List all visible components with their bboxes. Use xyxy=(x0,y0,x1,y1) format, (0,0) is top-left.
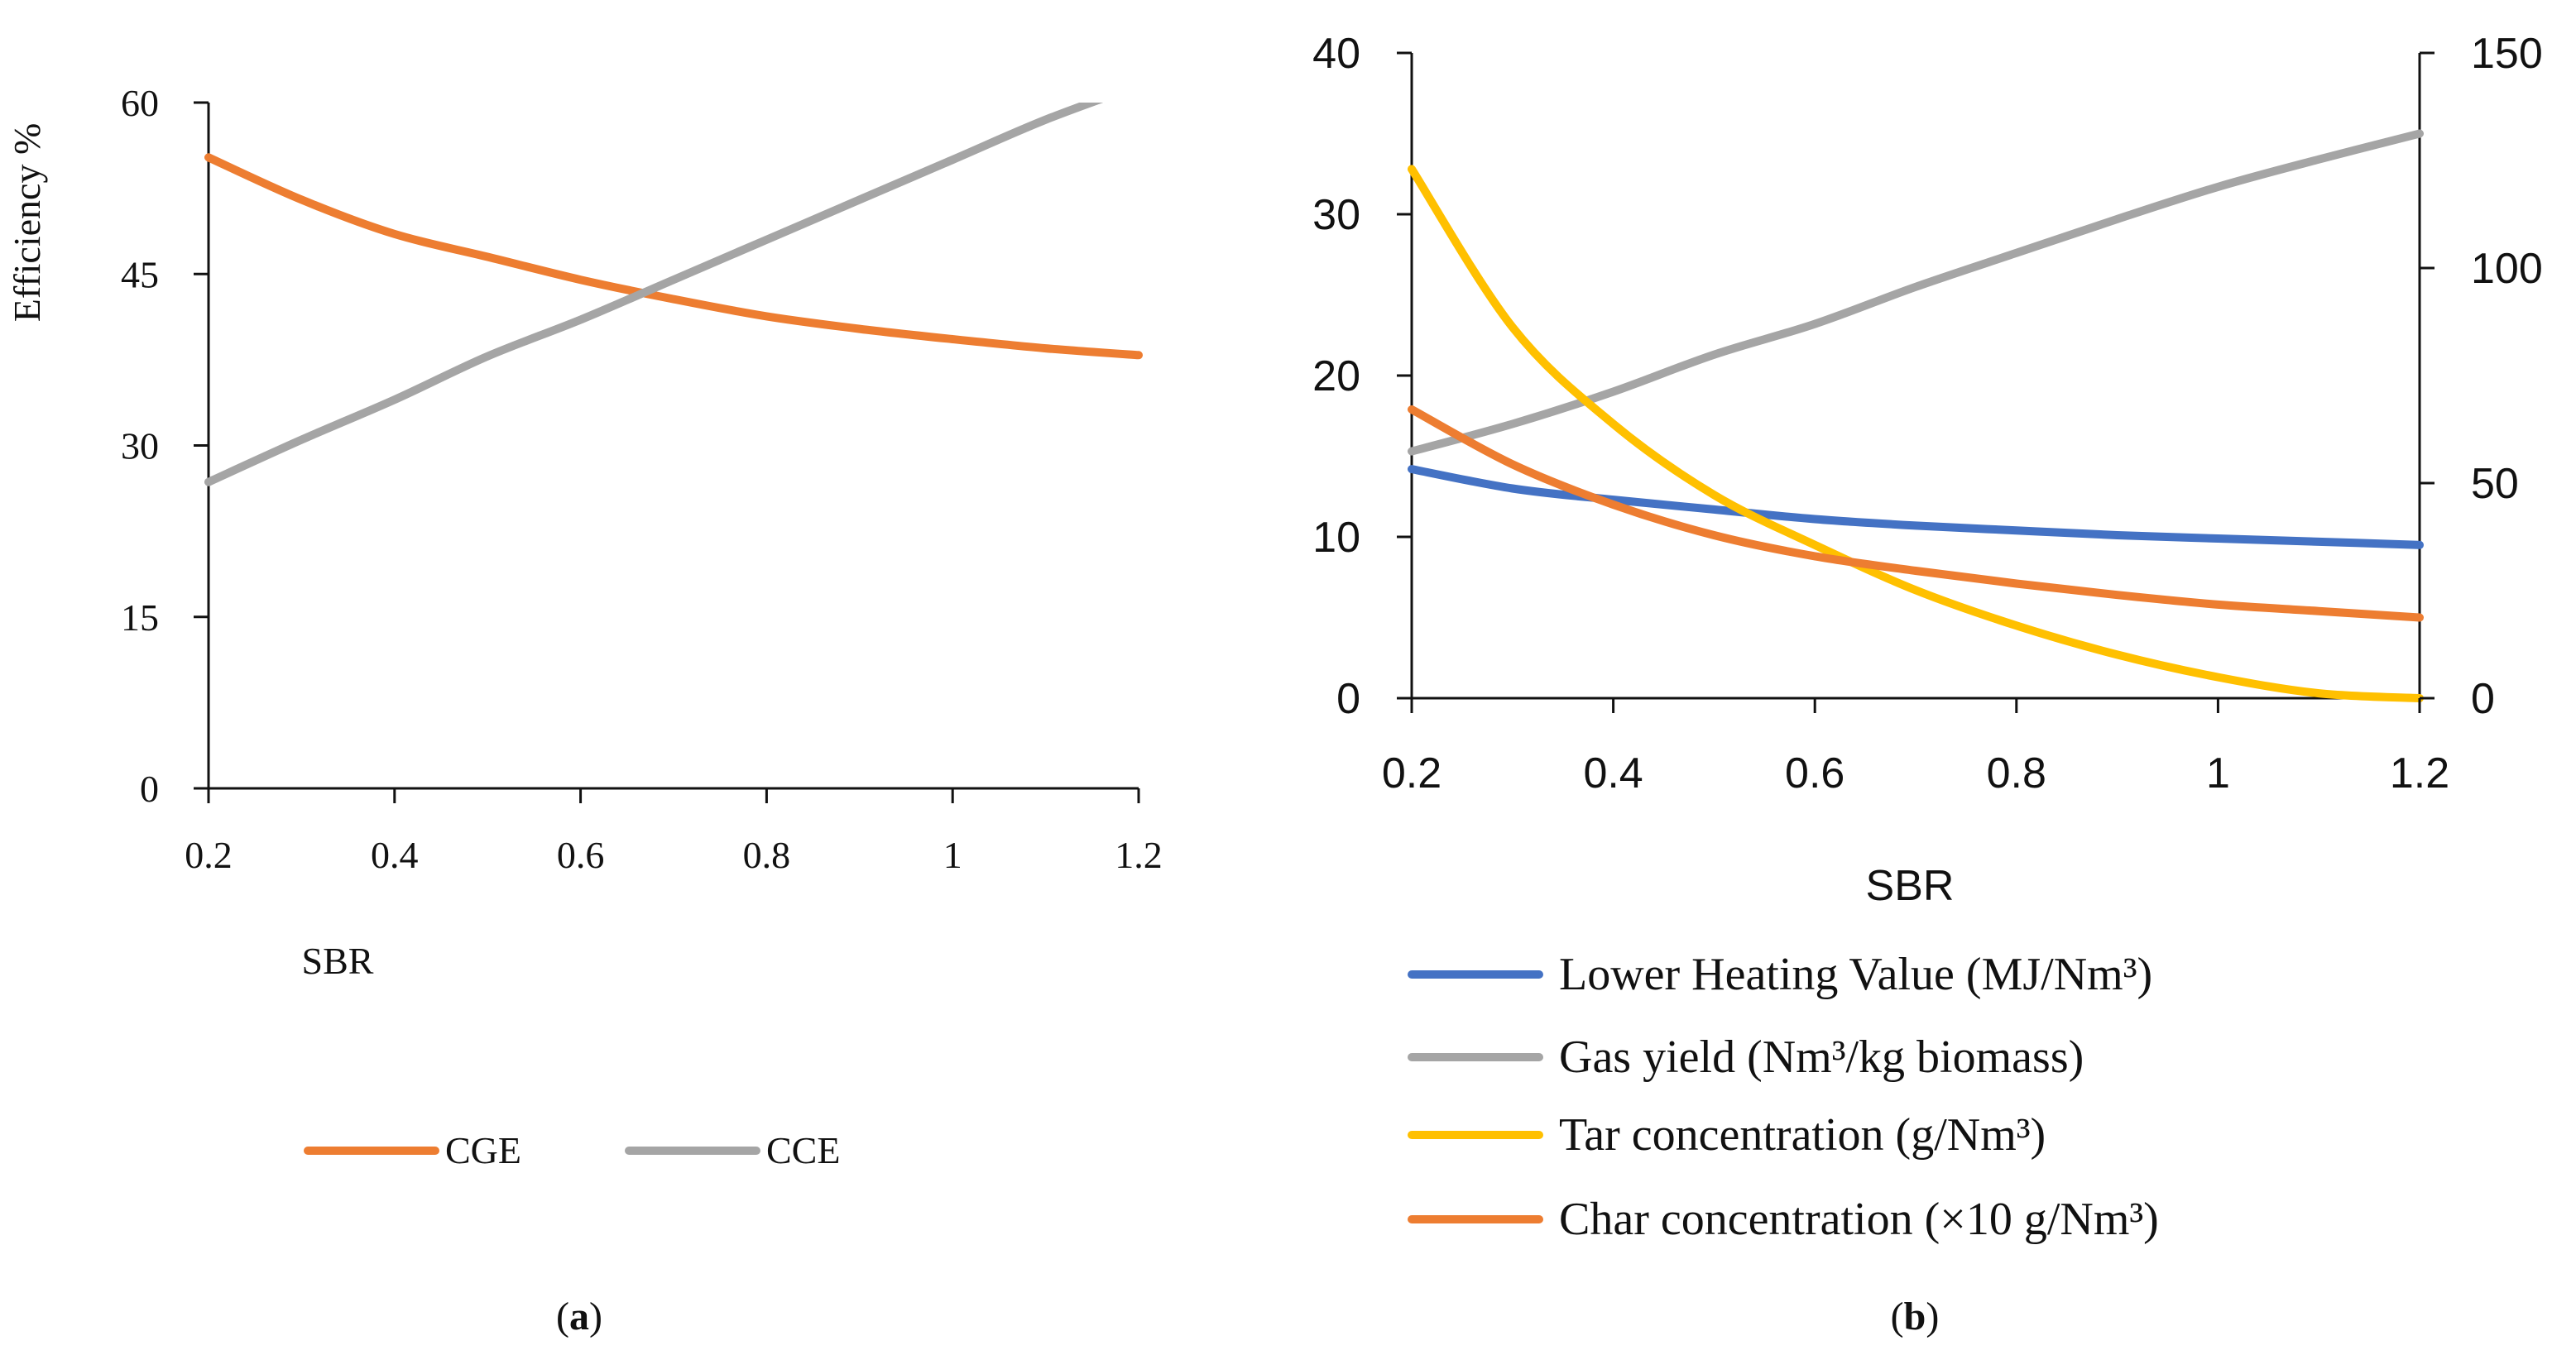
panel-b-x-tick-label: 1.2 xyxy=(2390,749,2449,797)
panel-a-y-tick-labels: 0 15 30 45 60 xyxy=(121,82,209,810)
legend-label-tar-concentration: Tar concentration (g/Nm³) xyxy=(1559,1109,2046,1161)
panel-b-left-y-tick-label: 10 xyxy=(1312,514,1360,562)
panel-a-x-tick-label: 0.4 xyxy=(371,834,419,876)
panel-a-y-axis-label: Efficiency % xyxy=(6,123,48,323)
panel-b-x-tick-label: 0.8 xyxy=(1987,749,2046,797)
series-line-cge xyxy=(204,153,1143,360)
series-line-char-concentration xyxy=(1408,405,2424,622)
panel-a-plot-area xyxy=(204,103,1143,790)
legend-label-gas-yield: Gas yield (Nm³/kg biomass) xyxy=(1559,1032,2084,1083)
panel-a-x-tick-label: 0.8 xyxy=(743,834,791,876)
panel-a-y-tick-label: 0 xyxy=(140,768,159,810)
legend-label-cce: CCE xyxy=(766,1129,840,1171)
panel-b-x-tick-label: 1 xyxy=(2206,749,2230,797)
legend-label-lower-heating-value: Lower Heating Value (MJ/Nm³) xyxy=(1559,949,2152,1000)
panel-a-x-tick-label: 0.2 xyxy=(185,834,233,876)
panel-a-y-tick-label: 60 xyxy=(121,82,159,124)
panel-b-letter: b xyxy=(1904,1295,1926,1338)
panel-a-legend: CGE CCE xyxy=(304,1129,840,1171)
panel-b-left-y-tick-label: 40 xyxy=(1312,30,1360,78)
series-line-cce xyxy=(204,103,1104,486)
panel-b-left-y-tick-label: 20 xyxy=(1312,352,1360,400)
panel-b-plot-area xyxy=(1408,53,2424,702)
panel-b-right-y-tick-label: 0 xyxy=(2471,675,2495,723)
panel-a-x-tick-label: 1 xyxy=(943,834,962,876)
series-line-gas-yield xyxy=(1408,129,2424,456)
legend-item-tar-concentration: Tar concentration (g/Nm³) xyxy=(1408,1109,2046,1161)
series-line-lower-heating-value xyxy=(1408,465,2424,549)
panel-b-x-tick-label: 0.6 xyxy=(1785,749,1844,797)
panel-a-y-tick-label: 30 xyxy=(121,425,159,467)
legend-label-char-concentration: Char concentration (×10 g/Nm³) xyxy=(1559,1194,2159,1245)
panel-b-legend: Lower Heating Value (MJ/Nm³) Gas yield (… xyxy=(1408,949,2159,1245)
panel-b-x-tick-label: 0.2 xyxy=(1382,749,1442,797)
panel-b-right-y-tick-label: 50 xyxy=(2471,460,2519,508)
panel-a-x-tick-labels: 0.2 0.4 0.6 0.8 1 1.2 xyxy=(185,788,1163,876)
panel-b-caption: (b) xyxy=(1891,1295,1940,1338)
legend-item-char-concentration: Char concentration (×10 g/Nm³) xyxy=(1408,1194,2159,1245)
panel-a-caption: (a) xyxy=(556,1295,602,1338)
panel-b-chart: 0 10 20 30 40 0 50 100 150 0.2 0.4 0.6 0.8 1 1.2 SBR… xyxy=(1312,30,2543,1338)
legend-item-cge: CGE xyxy=(304,1129,521,1171)
panel-a-y-tick-label: 15 xyxy=(121,596,159,639)
legend-label-cge: CGE xyxy=(445,1129,521,1171)
panel-b-left-y-tick-label: 30 xyxy=(1312,191,1360,239)
panel-b-right-y-tick-label: 150 xyxy=(2471,30,2543,78)
panel-a-x-axis-label: SBR xyxy=(302,940,374,982)
panel-b-left-y-tick-labels: 0 10 20 30 40 xyxy=(1312,30,1412,723)
panel-b-right-y-tick-label: 100 xyxy=(2471,245,2543,293)
panel-b-right-y-tick-labels: 0 50 100 150 xyxy=(2420,30,2543,723)
panel-b-x-axis-label: SBR xyxy=(1866,862,1955,910)
panel-b-left-y-tick-label: 0 xyxy=(1336,675,1360,723)
series-line-tar-concentration xyxy=(1408,165,2424,702)
panel-b-x-tick-labels: 0.2 0.4 0.6 0.8 1 1.2 xyxy=(1382,698,2449,797)
panel-a-y-tick-label: 45 xyxy=(121,253,159,295)
panel-a-x-tick-label: 0.6 xyxy=(557,834,605,876)
panel-b-x-tick-label: 0.4 xyxy=(1583,749,1643,797)
legend-item-gas-yield: Gas yield (Nm³/kg biomass) xyxy=(1408,1032,2084,1083)
legend-item-cce: CCE xyxy=(625,1129,840,1171)
legend-item-lower-heating-value: Lower Heating Value (MJ/Nm³) xyxy=(1408,949,2152,1000)
panel-a-letter: a xyxy=(569,1295,589,1338)
panel-a-x-tick-label: 1.2 xyxy=(1115,834,1163,876)
